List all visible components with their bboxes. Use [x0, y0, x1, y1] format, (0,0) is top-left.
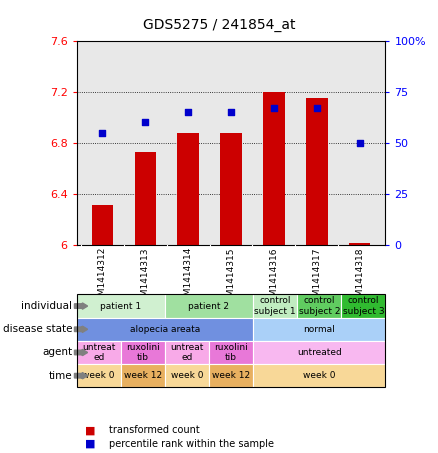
Text: GSM1414315: GSM1414315: [226, 247, 236, 308]
Bar: [306, 98, 328, 245]
Text: untreat
ed: untreat ed: [170, 343, 204, 362]
Text: control
subject 2: control subject 2: [299, 296, 340, 316]
Text: week 12: week 12: [212, 371, 250, 380]
Bar: [92, 205, 113, 245]
Bar: [349, 243, 371, 245]
Bar: [263, 92, 285, 245]
Text: untreated: untreated: [297, 348, 342, 357]
Text: GSM1414318: GSM1414318: [355, 247, 364, 308]
Point: [270, 104, 277, 111]
Text: week 0: week 0: [82, 371, 115, 380]
Text: individual: individual: [21, 301, 72, 311]
Text: disease state: disease state: [3, 324, 72, 334]
Text: week 12: week 12: [124, 371, 162, 380]
Bar: [134, 152, 156, 245]
Text: patient 2: patient 2: [188, 302, 230, 311]
Point: [99, 129, 106, 136]
Text: ■: ■: [85, 425, 96, 435]
Text: week 0: week 0: [171, 371, 203, 380]
Text: control
subject 1: control subject 1: [254, 296, 296, 316]
Text: GSM1414317: GSM1414317: [312, 247, 321, 308]
Text: ruxolini
tib: ruxolini tib: [214, 343, 248, 362]
Point: [313, 104, 320, 111]
Text: normal: normal: [304, 325, 335, 334]
Text: week 0: week 0: [303, 371, 336, 380]
Text: agent: agent: [42, 347, 72, 357]
Text: patient 1: patient 1: [100, 302, 141, 311]
Text: control
subject 3: control subject 3: [343, 296, 384, 316]
Bar: [177, 132, 199, 245]
Text: time: time: [49, 371, 72, 381]
Text: GSM1414314: GSM1414314: [184, 247, 193, 308]
Bar: [220, 132, 242, 245]
Point: [142, 119, 149, 126]
Text: GSM1414313: GSM1414313: [141, 247, 150, 308]
Text: transformed count: transformed count: [110, 425, 200, 435]
Point: [185, 108, 192, 116]
Point: [228, 108, 235, 116]
Text: GSM1414316: GSM1414316: [269, 247, 279, 308]
Text: GDS5275 / 241854_at: GDS5275 / 241854_at: [143, 18, 295, 32]
Text: ■: ■: [85, 439, 96, 449]
Text: percentile rank within the sample: percentile rank within the sample: [110, 439, 275, 449]
Text: untreat
ed: untreat ed: [82, 343, 115, 362]
Text: GSM1414312: GSM1414312: [98, 247, 107, 308]
Text: alopecia areata: alopecia areata: [130, 325, 200, 334]
Point: [356, 139, 363, 146]
Text: ruxolini
tib: ruxolini tib: [126, 343, 160, 362]
